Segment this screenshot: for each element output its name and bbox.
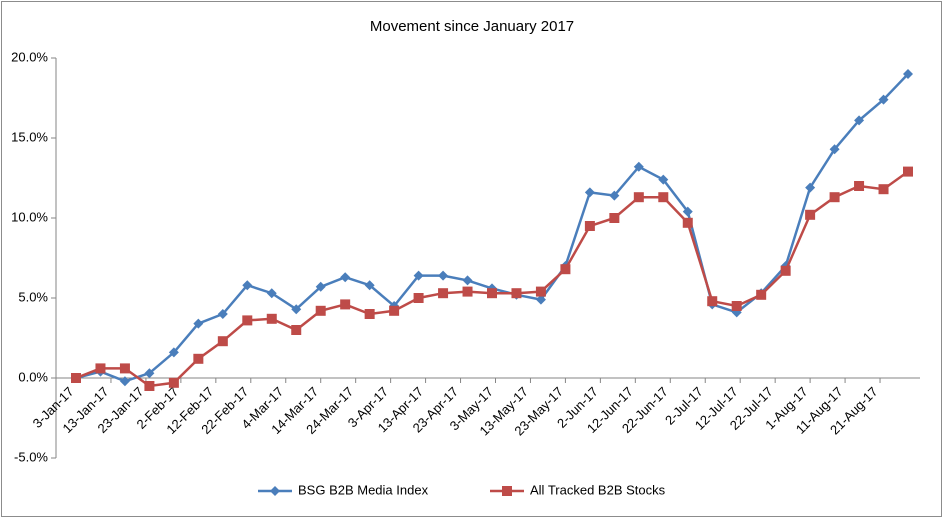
- data-point: [903, 69, 913, 79]
- data-point: [266, 313, 277, 324]
- data-point: [535, 294, 546, 305]
- data-point: [903, 166, 913, 177]
- data-point: [462, 275, 473, 286]
- data-point: [438, 270, 449, 281]
- data-point: [266, 288, 277, 299]
- y-tick-label: 15.0%: [11, 129, 48, 144]
- data-point: [217, 336, 228, 347]
- data-point: [95, 363, 106, 374]
- data-point: [658, 174, 669, 185]
- data-point: [340, 299, 351, 310]
- data-point: [315, 281, 326, 292]
- data-point: [119, 363, 130, 374]
- y-tick-label: -5.0%: [14, 449, 48, 464]
- data-point: [413, 293, 424, 303]
- data-point: [707, 296, 718, 307]
- data-point: [878, 184, 889, 195]
- data-point: [364, 280, 375, 291]
- legend-marker: [502, 486, 512, 496]
- data-point: [780, 265, 791, 276]
- data-point: [291, 304, 302, 315]
- data-point: [242, 280, 253, 291]
- legend-marker: [270, 486, 280, 496]
- data-point: [633, 192, 644, 203]
- data-point: [242, 315, 253, 326]
- data-point: [854, 181, 865, 191]
- data-point: [829, 144, 840, 155]
- data-point: [829, 192, 840, 203]
- data-point: [805, 209, 816, 220]
- data-point: [291, 325, 302, 335]
- y-tick-label: 20.0%: [11, 49, 48, 64]
- data-point: [658, 192, 669, 203]
- data-point: [854, 115, 865, 126]
- data-point: [193, 353, 204, 364]
- data-point: [71, 373, 81, 383]
- data-point: [168, 347, 179, 358]
- data-point: [584, 187, 595, 198]
- data-point: [315, 305, 326, 316]
- data-point: [535, 286, 546, 297]
- y-tick-label: 5.0%: [18, 289, 48, 304]
- data-point: [193, 318, 204, 329]
- data-point: [682, 217, 693, 228]
- data-point: [731, 301, 742, 311]
- data-point: [584, 221, 595, 231]
- data-point: [487, 288, 497, 299]
- legend-label: All Tracked B2B Stocks: [530, 482, 666, 497]
- data-point: [119, 376, 130, 387]
- data-point: [389, 305, 400, 316]
- chart-title: Movement since January 2017: [370, 18, 574, 35]
- data-point: [144, 381, 155, 391]
- data-point: [609, 213, 620, 223]
- data-point: [682, 206, 693, 217]
- data-point: [633, 161, 644, 172]
- data-point: [413, 270, 424, 281]
- data-point: [511, 288, 522, 299]
- data-point: [340, 272, 351, 283]
- data-point: [609, 190, 620, 201]
- data-point: [756, 289, 767, 300]
- data-point: [560, 264, 571, 275]
- y-tick-label: 10.0%: [11, 209, 48, 224]
- data-point: [438, 288, 449, 299]
- data-point: [217, 309, 228, 319]
- data-point: [144, 368, 155, 379]
- data-point: [805, 182, 816, 193]
- data-point: [878, 94, 889, 105]
- data-point: [168, 377, 179, 388]
- legend-label: BSG B2B Media Index: [298, 482, 429, 497]
- data-point: [364, 309, 375, 319]
- y-tick-label: 0.0%: [18, 369, 48, 384]
- data-point: [462, 286, 473, 297]
